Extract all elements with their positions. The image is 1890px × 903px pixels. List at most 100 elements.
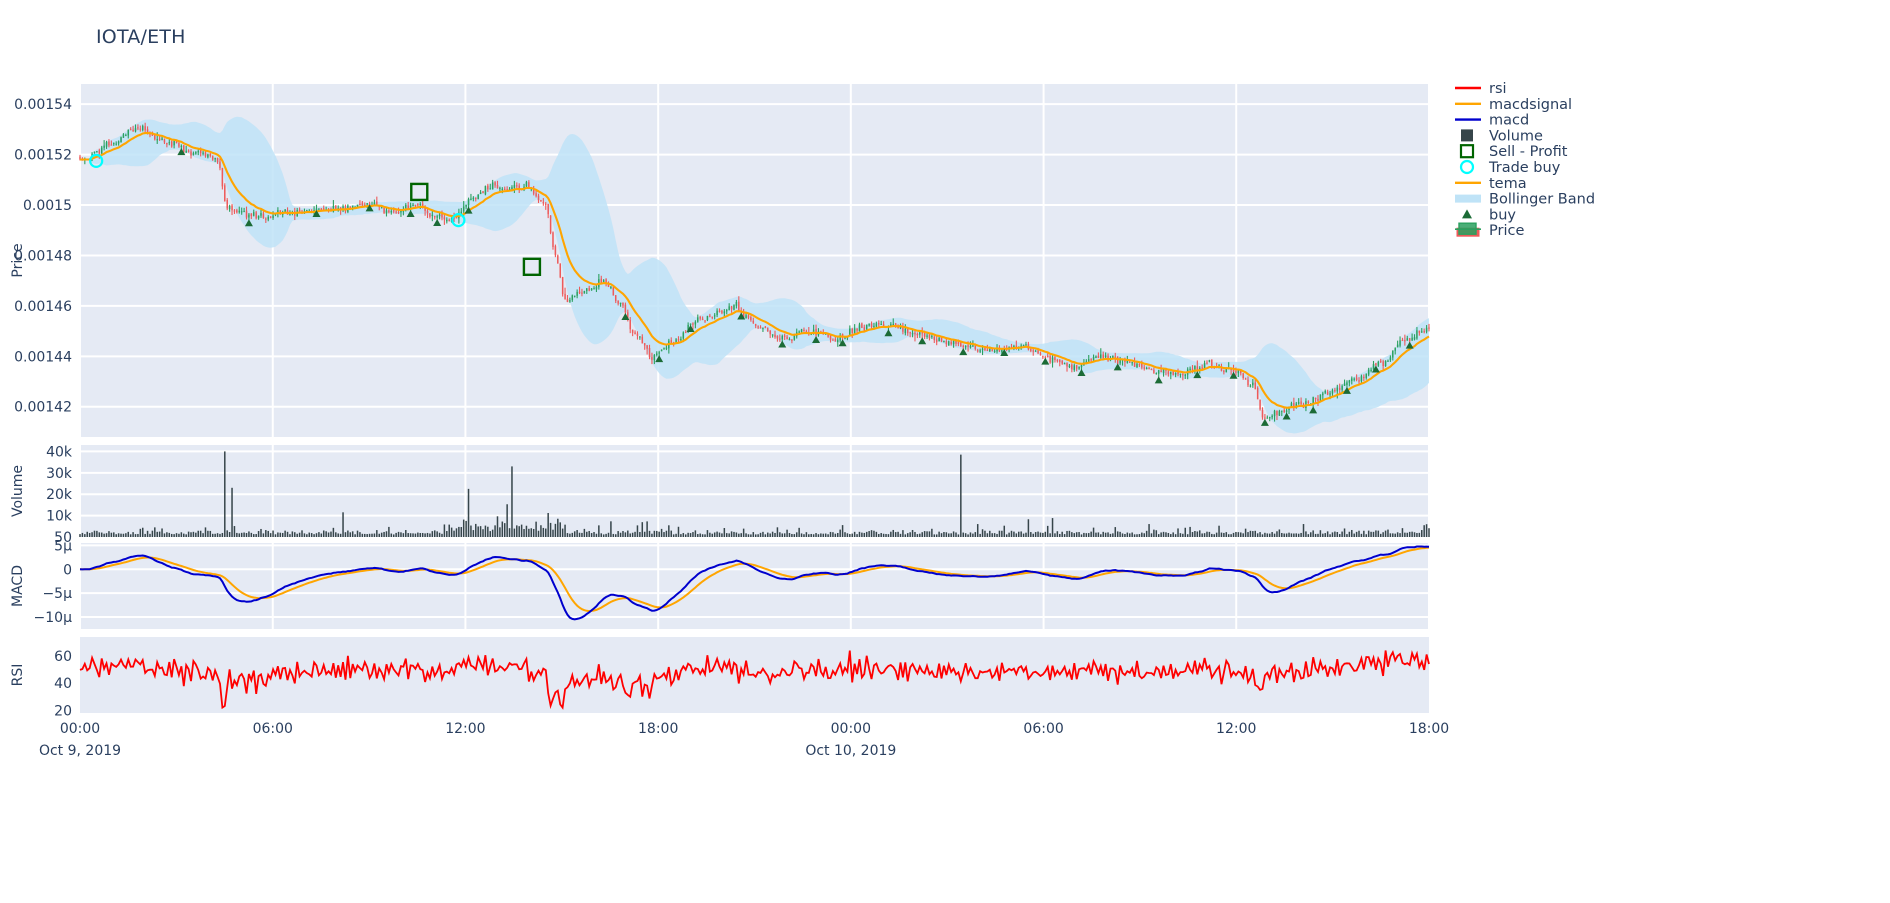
- volume-bar: [1413, 532, 1416, 537]
- volume-bar: [1314, 533, 1317, 537]
- volume-bar: [127, 531, 130, 537]
- volume-ytick: 50: [54, 530, 72, 546]
- candle-body: [1189, 368, 1191, 370]
- candle-body: [1338, 387, 1341, 390]
- candle-body: [260, 213, 262, 216]
- volume-bar: [627, 530, 629, 537]
- candle-body: [1211, 359, 1213, 368]
- candle-body: [146, 129, 149, 134]
- trade-buy-marker[interactable]: [451, 213, 466, 228]
- volume-bar: [554, 523, 557, 537]
- candle-body: [837, 339, 839, 343]
- volume-bar: [236, 532, 238, 537]
- volume-bar: [897, 531, 899, 537]
- candle-body: [1126, 361, 1129, 363]
- candle-body: [1010, 346, 1013, 348]
- candle-body: [1194, 365, 1196, 370]
- sell-profit-marker[interactable]: [410, 182, 429, 202]
- volume-bar: [267, 530, 269, 537]
- sell-profit-marker[interactable]: [522, 257, 542, 277]
- xaxis-tick: 06:00: [253, 721, 293, 737]
- candle-body: [356, 204, 359, 208]
- volume-bar: [552, 529, 554, 537]
- candle-body: [199, 150, 202, 154]
- candle-body: [1008, 346, 1010, 348]
- buy-markers: [177, 148, 1414, 426]
- trade-buy-marker[interactable]: [89, 153, 104, 169]
- candle-body: [602, 280, 605, 282]
- volume-bar: [402, 533, 405, 537]
- volume-bar: [298, 532, 301, 537]
- candle-body: [214, 158, 216, 160]
- legend-item[interactable]: rsi: [1455, 81, 1507, 97]
- volume-bar: [93, 530, 96, 537]
- volume-bar: [759, 532, 762, 537]
- volume-bar: [1382, 532, 1384, 537]
- legend-item[interactable]: Volume: [1461, 128, 1543, 144]
- candle-body: [986, 349, 989, 351]
- candle-body: [878, 323, 880, 325]
- volume-bar: [639, 532, 641, 537]
- volume-bar: [211, 533, 214, 537]
- macd-ytick: 0: [63, 562, 72, 578]
- candle-body: [1406, 338, 1409, 341]
- volume-bar: [656, 530, 658, 537]
- volume-bar: [364, 533, 366, 537]
- volume-bar: [1220, 532, 1223, 537]
- candle-body: [564, 293, 566, 300]
- legend-item[interactable]: macd: [1455, 113, 1529, 129]
- candle-body: [1363, 376, 1365, 379]
- volume-bar: [1283, 533, 1285, 537]
- volume-bar: [407, 533, 409, 537]
- candle-body: [658, 352, 660, 354]
- legend-item[interactable]: macdsignal: [1455, 97, 1572, 113]
- volume-bar: [482, 529, 484, 537]
- volume-bar: [993, 533, 996, 537]
- volume-bar: [1141, 532, 1143, 537]
- volume-bar: [342, 512, 344, 537]
- volume-bar: [1015, 533, 1018, 537]
- candle-body: [433, 215, 436, 218]
- candle-body: [359, 203, 361, 206]
- macd-ytick: −5µ: [42, 586, 72, 602]
- volume-ytick: 30k: [46, 466, 73, 482]
- candle-body: [1119, 359, 1121, 364]
- volume-bar: [1227, 534, 1230, 537]
- volume-bar: [96, 530, 98, 537]
- volume-bars: [79, 451, 1430, 537]
- volume-bar: [511, 466, 513, 537]
- price-ytick: 0.00146: [14, 299, 72, 315]
- buy-triangle-icon: [406, 210, 415, 218]
- candle-body: [614, 295, 617, 301]
- volume-bar: [605, 533, 607, 537]
- candle-body: [656, 353, 658, 355]
- legend-item[interactable]: buy: [1462, 207, 1516, 223]
- volume-bar: [506, 504, 508, 537]
- candle-body: [1288, 407, 1290, 411]
- volume-bar: [849, 534, 851, 537]
- volume-bar: [226, 530, 228, 537]
- candle-body: [537, 195, 540, 201]
- volume-bar: [1423, 525, 1425, 537]
- volume-bar: [1080, 534, 1083, 537]
- legend-item[interactable]: Sell - Profit: [1459, 144, 1568, 160]
- volume-bar: [641, 522, 644, 537]
- volume-bar: [465, 520, 467, 537]
- legend-item[interactable]: tema: [1455, 176, 1527, 192]
- volume-bar: [479, 526, 482, 537]
- volume-bar: [680, 534, 682, 537]
- volume-bar: [84, 534, 86, 537]
- legend-item[interactable]: Trade buy: [1459, 159, 1561, 176]
- candle-body: [528, 182, 530, 189]
- candle-body: [1271, 415, 1273, 418]
- candle-body: [204, 152, 207, 157]
- volume-bar: [1025, 532, 1027, 537]
- legend-item[interactable]: Bollinger Band: [1455, 192, 1595, 208]
- volume-bar: [928, 531, 931, 537]
- legend-item[interactable]: Price: [1455, 222, 1524, 239]
- volume-bar: [841, 525, 844, 537]
- volume-bar: [523, 529, 525, 537]
- candle-body: [141, 126, 144, 131]
- volume-bar: [260, 528, 262, 537]
- buy-triangle-icon: [918, 337, 927, 345]
